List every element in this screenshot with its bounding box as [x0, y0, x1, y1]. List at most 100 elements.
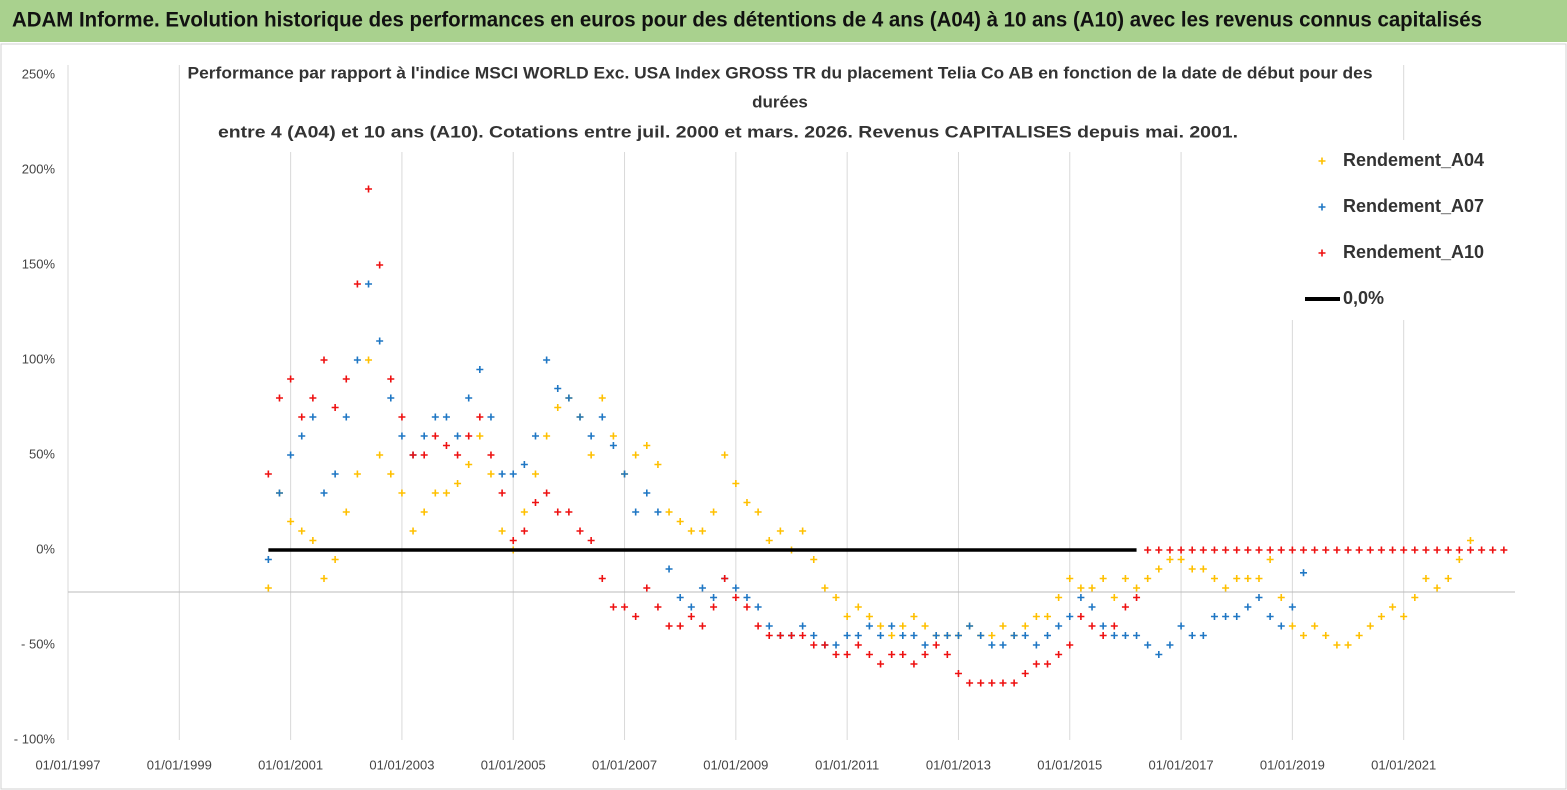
- data-point: [877, 660, 885, 668]
- data-point: [376, 261, 384, 269]
- data-point: [1422, 546, 1430, 554]
- data-point: [676, 518, 684, 525]
- data-point: [654, 461, 662, 468]
- data-point: [1199, 565, 1207, 573]
- data-point: [309, 394, 317, 402]
- data-point: [331, 470, 339, 478]
- legend-background: [1290, 140, 1512, 320]
- data-point: [1099, 632, 1107, 639]
- data-point: [287, 375, 295, 383]
- data-point: [1044, 632, 1052, 639]
- legend-label: Rendement_A07: [1343, 196, 1484, 216]
- data-point: [665, 622, 673, 630]
- data-point: [387, 394, 395, 402]
- y-tick-label: 250%: [22, 66, 56, 81]
- data-point: [1389, 603, 1397, 611]
- data-point: [810, 641, 818, 649]
- data-point: [376, 451, 384, 459]
- data-point: [1110, 622, 1118, 630]
- data-point: [520, 508, 528, 516]
- data-point: [687, 527, 695, 535]
- data-point: [398, 413, 406, 421]
- data-point: [1222, 613, 1230, 620]
- data-point: [454, 451, 462, 459]
- data-point: [320, 356, 328, 364]
- data-point: [598, 394, 606, 402]
- data-point: [598, 413, 606, 421]
- data-point: [1333, 546, 1341, 554]
- y-tick-label: 200%: [22, 161, 56, 176]
- data-point: [888, 651, 896, 658]
- data-point: [698, 622, 706, 630]
- data-point: [264, 470, 272, 478]
- data-point: [1199, 632, 1207, 639]
- data-point: [1255, 575, 1263, 582]
- data-point: [687, 613, 695, 620]
- data-point: [1166, 546, 1174, 554]
- data-point: [320, 575, 328, 582]
- data-point: [1021, 670, 1029, 677]
- data-point: [799, 622, 807, 630]
- header-title: ADAM Informe. Evolution historique des p…: [12, 9, 1482, 32]
- data-point: [888, 622, 896, 630]
- data-point: [921, 622, 929, 630]
- legend-swatch: [1318, 249, 1326, 257]
- data-point: [710, 594, 718, 601]
- data-point: [1244, 575, 1252, 582]
- data-point: [298, 413, 306, 421]
- data-point: [865, 651, 873, 658]
- data-point: [1333, 641, 1341, 649]
- data-point: [943, 632, 951, 639]
- data-point: [487, 470, 495, 478]
- data-point: [309, 537, 317, 544]
- data-point: [1366, 546, 1374, 554]
- data-point: [387, 470, 395, 478]
- data-point: [643, 442, 651, 449]
- data-point: [1021, 622, 1029, 630]
- data-point: [721, 575, 729, 582]
- data-point: [832, 651, 840, 658]
- data-point: [966, 622, 974, 630]
- data-point: [1133, 584, 1141, 592]
- data-point: [431, 432, 439, 440]
- data-point: [1466, 546, 1474, 554]
- data-point: [1088, 622, 1096, 630]
- data-point: [1155, 565, 1163, 573]
- data-point: [1322, 546, 1330, 554]
- data-point: [331, 404, 339, 411]
- data-point: [509, 470, 517, 478]
- data-point: [287, 518, 295, 525]
- chart-title: entre 4 (A04) et 10 ans (A10). Cotations…: [218, 122, 1238, 141]
- data-point: [1288, 603, 1296, 611]
- data-point: [754, 508, 762, 516]
- title-background: [180, 60, 1380, 152]
- x-tick-label: 01/01/2011: [815, 757, 879, 772]
- data-point: [431, 489, 439, 497]
- data-point: [275, 489, 283, 497]
- data-point: [732, 480, 740, 487]
- data-point: [587, 537, 595, 544]
- data-point: [342, 508, 350, 516]
- data-point: [1222, 546, 1230, 554]
- data-point: [1177, 546, 1185, 554]
- data-point: [843, 651, 851, 658]
- y-tick-label: - 100%: [14, 731, 56, 746]
- data-point: [442, 442, 450, 449]
- data-point: [454, 432, 462, 440]
- data-point: [1199, 546, 1207, 554]
- data-point: [1210, 613, 1218, 620]
- data-point: [1110, 594, 1118, 601]
- data-point: [1166, 641, 1174, 649]
- data-point: [1266, 546, 1274, 554]
- chart-frame: [0, 43, 1567, 790]
- data-point: [609, 432, 617, 440]
- data-point: [665, 508, 673, 516]
- data-point: [465, 394, 473, 402]
- data-point: [1233, 546, 1241, 554]
- data-point: [398, 432, 406, 440]
- data-point: [832, 594, 840, 601]
- data-point: [810, 632, 818, 639]
- plot-area: [67, 65, 1508, 740]
- data-point: [943, 651, 951, 658]
- data-point: [865, 622, 873, 630]
